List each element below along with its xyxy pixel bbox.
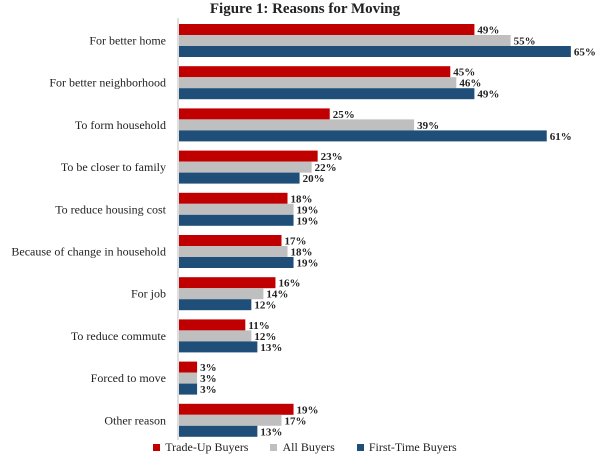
data-label: 17% xyxy=(284,415,306,427)
bar-first-time-buyers xyxy=(179,299,252,311)
data-label: 19% xyxy=(297,204,319,216)
category-label: To reduce commute xyxy=(71,329,166,343)
data-label: 11% xyxy=(248,320,269,332)
data-label: 13% xyxy=(260,426,282,438)
category-label: For job xyxy=(131,287,166,301)
category-label: To be closer to family xyxy=(61,160,166,174)
data-label: 17% xyxy=(284,236,306,248)
bar-all-buyers xyxy=(179,372,198,384)
bar-first-time-buyers xyxy=(179,172,300,184)
bar-all-buyers xyxy=(179,288,264,300)
data-label: 19% xyxy=(297,404,319,416)
legend-swatch xyxy=(356,444,364,451)
legend-item-trade-up-buyers: Trade-Up Buyers xyxy=(153,440,248,455)
bar-all-buyers xyxy=(179,414,282,426)
bar-all-buyers xyxy=(179,161,312,173)
data-label: 45% xyxy=(453,67,475,79)
bar-all-buyers xyxy=(179,330,252,342)
data-label: 49% xyxy=(477,25,499,37)
chart-title: Figure 1: Reasons for Moving xyxy=(209,1,401,17)
data-label: 61% xyxy=(550,131,572,143)
category-label: Because of change in household xyxy=(11,245,166,259)
bar-trade-up-buyers xyxy=(179,235,282,246)
data-label: 22% xyxy=(315,162,337,174)
category-label: To form household xyxy=(75,118,166,132)
data-label: 18% xyxy=(291,193,313,205)
legend-label: All Buyers xyxy=(282,440,335,454)
data-label: 20% xyxy=(303,173,325,185)
bar-first-time-buyers xyxy=(179,341,258,353)
category-label: Forced to move xyxy=(91,371,166,385)
legend-swatch xyxy=(270,444,278,451)
bar-all-buyers xyxy=(179,77,457,89)
data-label: 3% xyxy=(200,384,217,396)
legend-label: First-Time Buyers xyxy=(368,440,457,454)
bar-trade-up-buyers xyxy=(179,277,276,289)
bar-trade-up-buyers xyxy=(179,66,451,78)
data-label: 23% xyxy=(321,151,343,163)
data-label: 19% xyxy=(297,215,319,227)
data-label: 65% xyxy=(574,47,596,59)
data-label: 14% xyxy=(266,289,288,301)
bar-first-time-buyers xyxy=(179,383,198,395)
data-label: 49% xyxy=(477,89,499,101)
legend: Trade-Up Buyers All Buyers First-Time Buye… xyxy=(0,440,610,455)
data-label: 39% xyxy=(417,120,439,132)
data-label: 46% xyxy=(459,78,481,90)
bar-trade-up-buyers xyxy=(179,24,475,35)
bar-all-buyers xyxy=(179,35,511,46)
bar-first-time-buyers xyxy=(179,257,294,268)
bar-trade-up-buyers xyxy=(179,403,294,415)
bar-all-buyers xyxy=(179,119,415,131)
data-label: 13% xyxy=(260,342,282,354)
bar-chart: For better home 49% 55% 65% For better neigh… xyxy=(11,18,596,440)
data-label: 18% xyxy=(291,247,313,259)
bar-trade-up-buyers xyxy=(179,150,318,162)
data-label: 3% xyxy=(200,362,217,374)
legend-item-all-buyers: All Buyers xyxy=(270,440,335,455)
bar-all-buyers xyxy=(179,203,294,215)
data-label: 12% xyxy=(254,300,276,312)
category-label: Other reason xyxy=(104,413,166,427)
legend-label: Trade-Up Buyers xyxy=(165,440,249,454)
legend-swatch xyxy=(153,444,161,451)
category-label: For better neighborhood xyxy=(49,76,166,90)
category-label: To reduce housing cost xyxy=(55,202,166,216)
data-label: 19% xyxy=(297,258,319,270)
data-label: 55% xyxy=(514,36,536,48)
bar-first-time-buyers xyxy=(179,425,258,437)
legend-item-first-time-buyers: First-Time Buyers xyxy=(356,440,457,455)
bar-first-time-buyers xyxy=(179,46,571,57)
data-label: 16% xyxy=(278,278,300,290)
data-label: 3% xyxy=(200,373,217,385)
bar-trade-up-buyers xyxy=(179,361,198,373)
data-label: 25% xyxy=(333,109,355,121)
bar-first-time-buyers xyxy=(179,130,547,142)
bar-trade-up-buyers xyxy=(179,192,288,204)
bar-trade-up-buyers xyxy=(179,319,246,331)
bar-first-time-buyers xyxy=(179,214,294,226)
data-label: 12% xyxy=(254,331,276,343)
bar-first-time-buyers xyxy=(179,88,475,100)
category-label: For better home xyxy=(89,34,166,48)
bar-trade-up-buyers xyxy=(179,108,330,120)
bar-all-buyers xyxy=(179,246,288,257)
